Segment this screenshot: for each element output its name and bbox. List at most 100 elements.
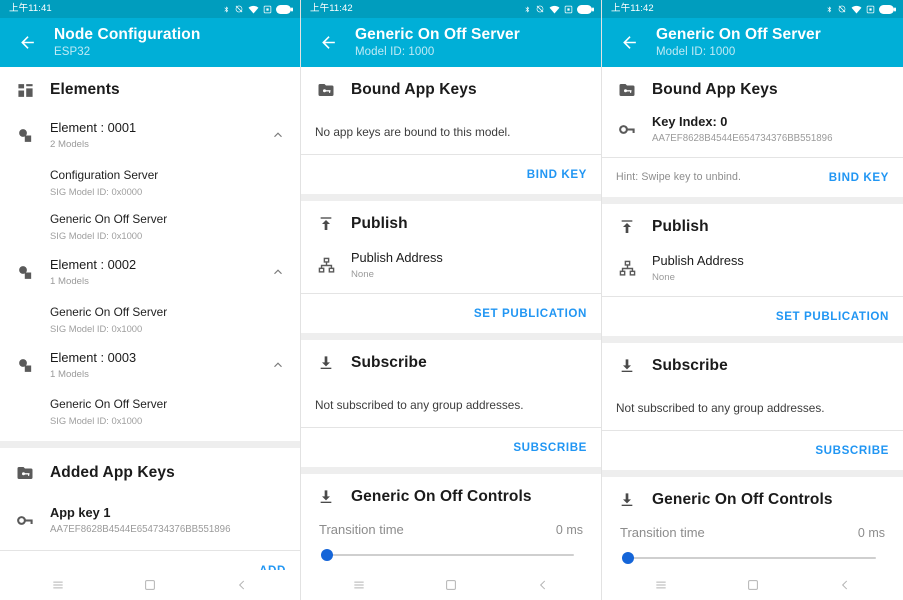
publish-icon xyxy=(616,219,638,235)
page-subtitle: Model ID: 1000 xyxy=(355,46,435,58)
folder-key-icon xyxy=(616,81,638,99)
model-name: Generic On Off Server xyxy=(50,304,168,319)
app-key-row[interactable]: App key 1 AA7EF8628B4544E654734376BB5518… xyxy=(0,496,300,550)
model-row[interactable]: Generic On Off Server SIG Model ID: 0x10… xyxy=(0,204,300,248)
app-bar-titles: Generic On Off Server Model ID: 1000 xyxy=(355,26,520,59)
subscribe-title: Subscribe xyxy=(351,354,427,371)
status-clock: 上午11:42 xyxy=(611,3,654,15)
bluetooth-icon xyxy=(224,6,229,12)
back-arrow-icon[interactable] xyxy=(313,28,343,58)
status-clock: 上午11:42 xyxy=(310,3,353,15)
home-square-icon[interactable] xyxy=(135,570,165,600)
publish-title: Publish xyxy=(652,218,709,235)
bound-app-keys-header: Bound App Keys xyxy=(602,67,903,111)
bluetooth-icon xyxy=(525,6,530,12)
dashboard-icon xyxy=(14,82,36,99)
subscribe-button[interactable]: SUBSCRIBE xyxy=(815,443,889,457)
set-publication-action-bar: SET PUBLICATION xyxy=(301,294,601,333)
bind-key-button[interactable]: BIND KEY xyxy=(828,170,889,184)
app-bar-titles: Node Configuration ESP32 xyxy=(54,26,200,59)
transition-time-track[interactable] xyxy=(620,549,885,567)
element-row-text: Element : 0003 1 Models xyxy=(50,349,262,381)
bound-app-keys-empty-text: No app keys are bound to this model. xyxy=(315,125,511,139)
status-bar: 上午11:42 xyxy=(301,0,601,18)
account-tree-icon xyxy=(616,260,638,277)
element-row[interactable]: Element : 0003 1 Models xyxy=(0,341,300,390)
bind-key-action-bar: BIND KEY xyxy=(301,155,601,194)
divider xyxy=(602,296,903,297)
subscribe-card: Subscribe Not subscribed to any group ad… xyxy=(602,343,903,470)
back-arrow-icon[interactable] xyxy=(12,28,42,58)
chevron-up-icon[interactable] xyxy=(270,265,286,279)
delay-slider[interactable]: Delay (5ms steps) 0 ms xyxy=(301,568,601,570)
element-row[interactable]: Element : 0002 1 Models xyxy=(0,248,300,297)
wifi-icon xyxy=(248,5,259,14)
folder-key-icon xyxy=(14,464,36,482)
publish-address-row[interactable]: Publish Address None xyxy=(602,248,903,296)
set-publication-button[interactable]: SET PUBLICATION xyxy=(473,306,587,320)
bound-key-value: AA7EF8628B4544E654734376BB551896 xyxy=(652,133,833,144)
chevron-up-icon[interactable] xyxy=(270,128,286,142)
slider-thumb[interactable] xyxy=(321,549,333,561)
bound-key-row[interactable]: Key Index: 0 AA7EF8628B4544E654734376BB5… xyxy=(602,111,903,157)
bind-key-button[interactable]: BIND KEY xyxy=(526,167,587,181)
added-app-keys-title: Added App Keys xyxy=(50,464,175,481)
back-chevron-icon[interactable] xyxy=(830,570,860,600)
controls-header: Generic On Off Controls xyxy=(602,477,903,515)
scroll-body[interactable]: Bound App Keys No app keys are bound to … xyxy=(301,67,601,570)
transition-time-slider[interactable]: Transition time 0 ms xyxy=(301,512,601,568)
unbind-hint: Hint: Swipe key to unbind. xyxy=(616,171,742,183)
app-bar: Node Configuration ESP32 xyxy=(0,18,300,67)
slider-thumb[interactable] xyxy=(622,552,634,564)
bluetooth-icon xyxy=(827,6,832,12)
transition-time-track[interactable] xyxy=(319,546,583,564)
element-row-text: Element : 0001 2 Models xyxy=(50,119,262,151)
bound-app-keys-header: Bound App Keys xyxy=(301,67,601,111)
publish-address-text: Publish Address None xyxy=(652,252,889,284)
model-row[interactable]: Generic On Off Server SIG Model ID: 0x10… xyxy=(0,297,300,341)
screen-model-unbound: 上午11:42 Generic On Off Server Model ID: … xyxy=(301,0,602,600)
status-icon-tray xyxy=(223,4,293,15)
home-square-icon[interactable] xyxy=(738,570,768,600)
page-title: Generic On Off Server xyxy=(656,26,821,43)
generic-onoff-controls-card: Generic On Off Controls Transition time … xyxy=(301,474,601,570)
menu-icon[interactable] xyxy=(646,570,676,600)
page-subtitle: ESP32 xyxy=(54,46,91,58)
transition-time-labels: Transition time 0 ms xyxy=(319,522,583,537)
back-arrow-icon[interactable] xyxy=(614,28,644,58)
model-name: Generic On Off Server xyxy=(50,211,168,226)
elements-section-title: Elements xyxy=(50,81,120,98)
model-name: Generic On Off Server xyxy=(50,397,168,411)
alarm-off-icon xyxy=(235,5,243,13)
subscribe-card: Subscribe Not subscribed to any group ad… xyxy=(301,340,601,467)
subscribe-button[interactable]: SUBSCRIBE xyxy=(513,440,587,454)
app-bar: Generic On Off Server Model ID: 1000 xyxy=(602,18,903,67)
scroll-body[interactable]: Bound App Keys Key Index: 0 AA7EF8628B45… xyxy=(602,67,903,570)
subscribe-empty-text: Not subscribed to any group addresses. xyxy=(315,398,524,412)
back-chevron-icon[interactable] xyxy=(528,570,558,600)
back-chevron-icon[interactable] xyxy=(227,570,257,600)
publish-address-row[interactable]: Publish Address None xyxy=(301,245,601,293)
set-publication-button[interactable]: SET PUBLICATION xyxy=(775,309,889,323)
subscribe-title: Subscribe xyxy=(652,357,728,374)
chevron-up-icon[interactable] xyxy=(270,358,286,372)
subscribe-action-bar: SUBSCRIBE xyxy=(602,431,903,470)
model-row[interactable]: Generic On Off Server SIG Model ID: 0x10… xyxy=(0,390,300,441)
transition-time-slider[interactable]: Transition time 0 ms xyxy=(602,515,903,570)
status-bar: 上午11:42 xyxy=(602,0,903,18)
model-row[interactable]: Configuration Server SIG Model ID: 0x000… xyxy=(0,160,300,204)
home-square-icon[interactable] xyxy=(436,570,466,600)
set-publication-action-bar: SET PUBLICATION xyxy=(602,297,903,336)
app-bar: Generic On Off Server Model ID: 1000 xyxy=(301,18,601,67)
menu-icon[interactable] xyxy=(344,570,374,600)
add-button[interactable]: ADD xyxy=(259,563,286,571)
element-row-title: Element : 0001 xyxy=(50,120,137,135)
element-row[interactable]: Element : 0001 2 Models xyxy=(0,111,300,160)
menu-icon[interactable] xyxy=(43,570,73,600)
status-clock: 上午11:41 xyxy=(9,3,52,15)
app-key-text: App key 1 AA7EF8628B4544E654734376BB5518… xyxy=(50,504,286,536)
publish-address-label: Publish Address xyxy=(652,253,744,268)
divider xyxy=(301,293,601,294)
scroll-body[interactable]: Elements Element : 0001 2 Models xyxy=(0,67,300,570)
